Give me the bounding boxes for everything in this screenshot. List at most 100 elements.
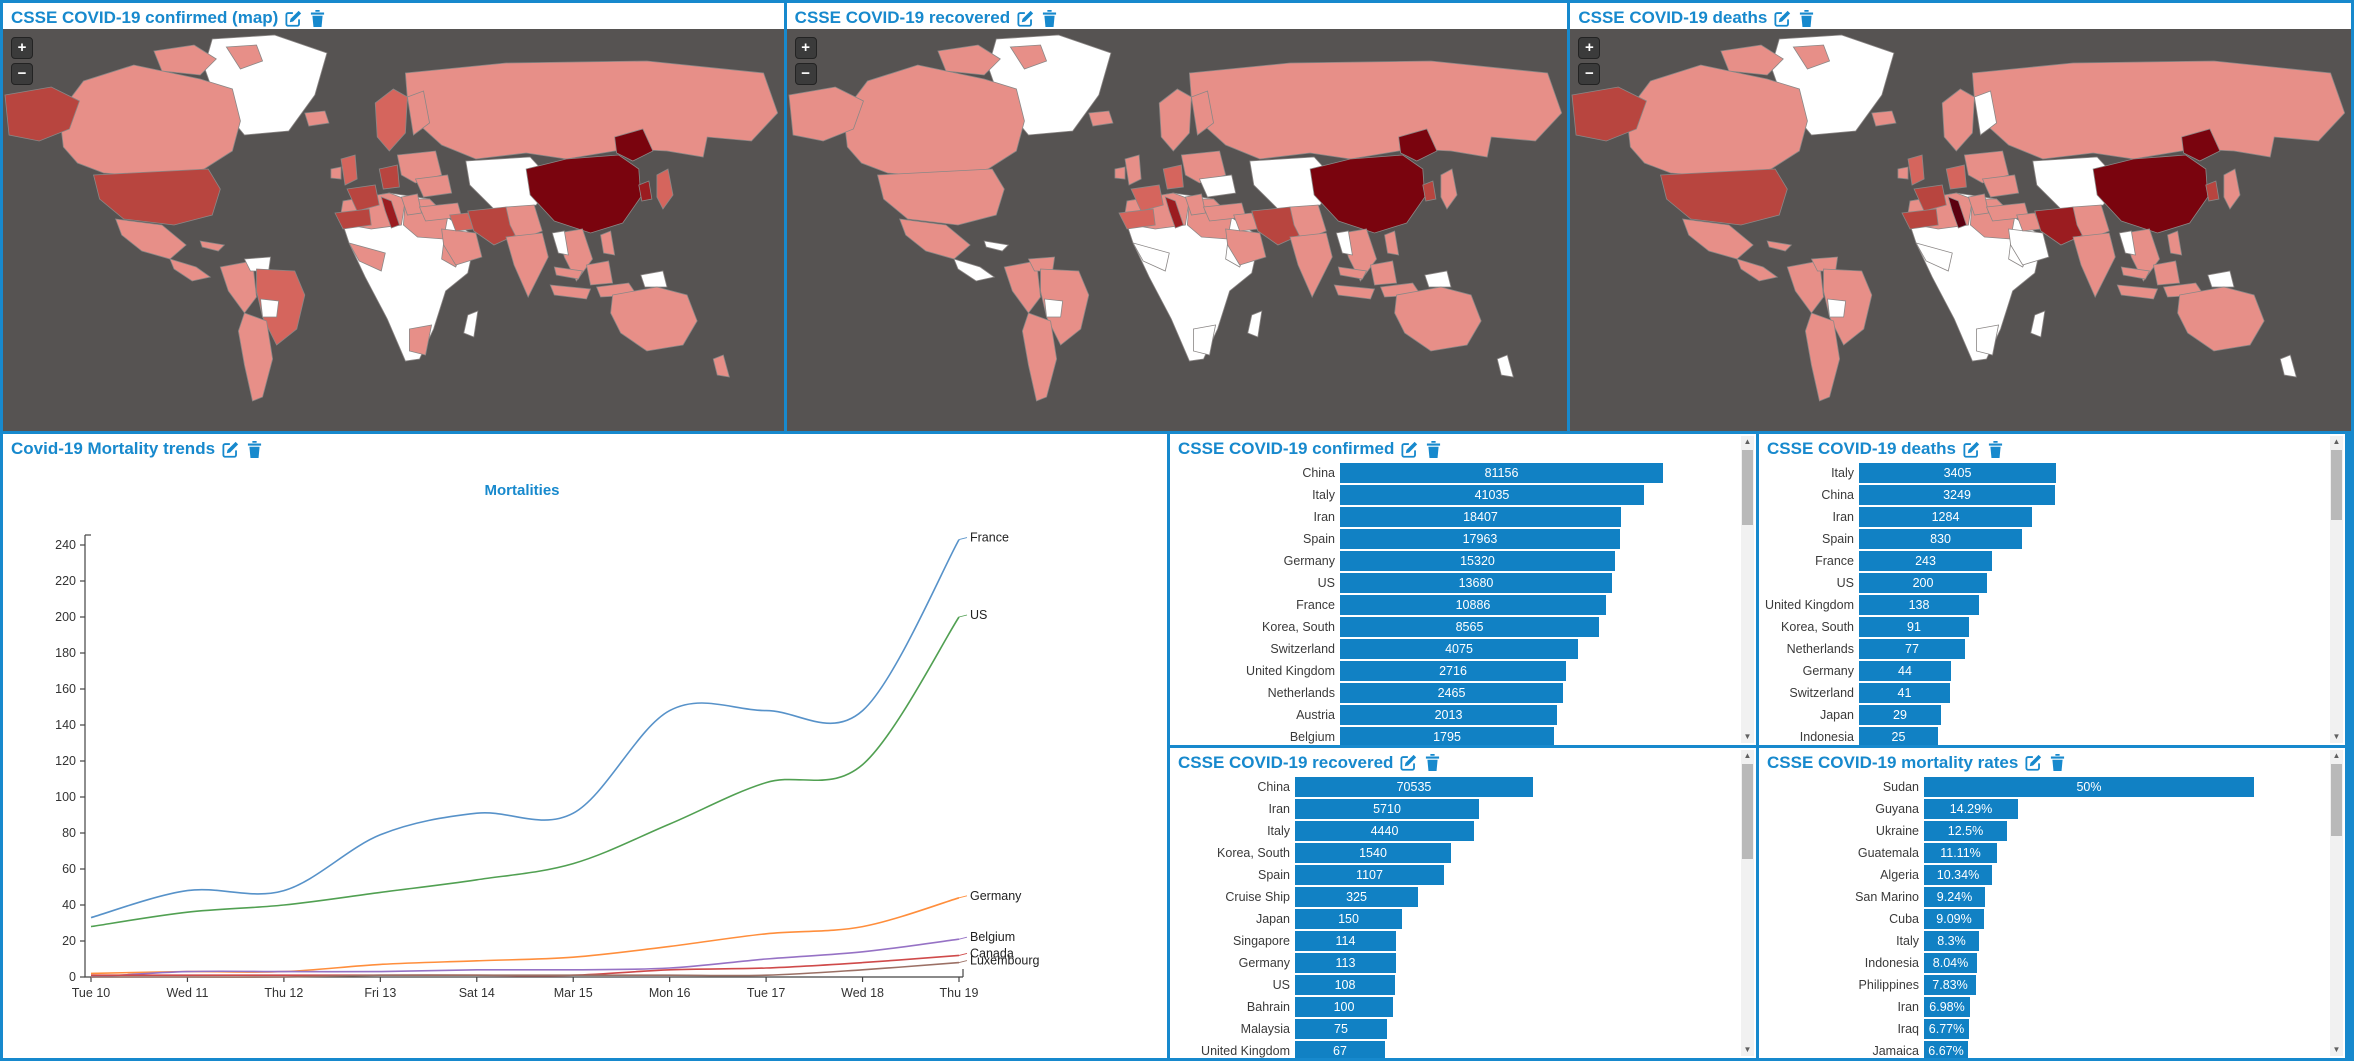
x-tick-label: Sat 14 [459,986,495,1000]
scroll-thumb[interactable] [1742,763,1753,859]
bar-row: Belgium 1795 [1170,727,1740,745]
scroll-down-icon[interactable]: ▼ [2332,731,2341,741]
country-france [1913,184,1948,212]
series-line-France [90,539,960,919]
country-china [1309,154,1425,234]
country-borneo [586,260,614,286]
x-tick-label: Mon 16 [649,986,691,1000]
world-map-recovered[interactable]: + − [786,29,1568,431]
country-sam_brazil [1823,268,1873,346]
delete-icon[interactable] [2049,754,2066,771]
bar-category-label: China [1257,779,1290,794]
bar-row: Sudan 50% [1759,776,2329,797]
country-sam_arg [1805,312,1841,402]
bar-row: China 70535 [1170,776,1740,797]
delete-icon[interactable] [1425,440,1442,458]
scrollbar[interactable]: ▲ ▼ [2330,436,2343,743]
edit-icon[interactable] [1400,754,1417,771]
country-indonesia1 [549,284,592,300]
country-italy [1164,196,1184,229]
series-line-US [90,616,960,928]
bar-row: Philippines 7.83% [1759,974,2329,995]
country-canada_islands [153,44,264,76]
bar: 6.77% [1924,1018,1969,1039]
bar-row: Switzerland 4075 [1170,639,1740,659]
bar-category-label: Japan [1819,708,1854,722]
edit-icon[interactable] [285,10,302,27]
edit-icon[interactable] [1017,10,1034,27]
edit-icon[interactable] [1963,441,1980,458]
bar-category-label: Spain [1822,532,1854,546]
delete-icon[interactable] [1987,440,2004,458]
country-us [876,168,1005,226]
scrollbar[interactable]: ▲ ▼ [1741,749,1754,1056]
bar: 70535 [1295,776,1533,797]
bar-row: United Kingdom 2716 [1170,661,1740,681]
panel-title: CSSE COVID-19 recovered [794,8,1011,27]
bar: 18407 [1340,507,1621,527]
bar-category-label: Iran [1832,510,1854,524]
scroll-down-icon[interactable]: ▼ [2332,1045,2341,1054]
edit-icon[interactable] [2025,754,2042,771]
country-nz [1496,354,1514,378]
bar-row: Italy 4440 [1170,820,1740,841]
country-cuba [199,240,226,252]
bar-row: Bahrain 100 [1170,996,1740,1017]
scroll-down-icon[interactable]: ▼ [1743,1045,1752,1054]
delete-icon[interactable] [1041,9,1058,27]
bar: 15320 [1340,551,1615,571]
delete-icon[interactable] [1424,754,1441,771]
bar: 1540 [1295,842,1451,863]
zoom-out-button[interactable]: − [794,63,817,85]
bar-category-label: Singapore [1233,933,1290,948]
scroll-thumb[interactable] [2331,763,2342,836]
bar-row: France 243 [1759,551,2329,571]
bar-row: Germany 44 [1759,661,2329,681]
edit-icon[interactable] [1401,441,1418,458]
zoom-in-button[interactable]: + [1578,37,1601,59]
bar: 2465 [1340,683,1563,703]
scroll-up-icon[interactable]: ▲ [2332,437,2341,446]
country-canada_islands [937,44,1047,76]
scroll-up-icon[interactable]: ▲ [2332,750,2341,760]
bar-row: Italy 8.3% [1759,930,2329,951]
delete-icon[interactable] [309,9,326,27]
country-us [93,168,221,226]
zoom-out-button[interactable]: − [11,63,33,85]
zoom-in-button[interactable]: + [794,37,817,59]
edit-icon[interactable] [1774,10,1791,27]
bar-category-label: Netherlands [1267,686,1335,700]
country-iceland [1871,110,1897,127]
panel-title: CSSE COVID-19 confirmed (map) [11,8,279,27]
scroll-up-icon[interactable]: ▲ [1743,750,1752,760]
scrollbar[interactable]: ▲ ▼ [1741,436,1754,743]
edit-icon[interactable] [222,441,239,458]
bar-row: Iran 6.98% [1759,996,2329,1017]
bar-category-label: Indonesia [1799,730,1854,744]
bar: 41 [1859,683,1950,703]
country-germany [1162,164,1184,190]
delete-icon[interactable] [246,440,263,458]
world-map-confirmed[interactable]: + − [3,29,784,431]
chart-title: Mortalities [484,482,559,499]
scroll-up-icon[interactable]: ▲ [1743,437,1752,446]
zoom-out-button[interactable]: − [1578,63,1601,85]
country-alaska [1571,86,1648,142]
country-india [505,232,549,298]
scrollbar[interactable]: ▲ ▼ [2330,749,2343,1056]
country-camerica [169,258,212,282]
country-madagascar [1246,310,1263,338]
bar-row: France 10886 [1170,595,1740,615]
scroll-thumb[interactable] [1742,450,1753,525]
y-tick-label: 80 [62,826,76,840]
bar-category-label: Iran [1268,801,1290,816]
y-tick-label: 0 [69,970,76,984]
scroll-down-icon[interactable]: ▼ [1743,731,1752,741]
scroll-thumb[interactable] [2331,450,2342,520]
panel-map-deaths: CSSE COVID-19 deaths + − [1570,3,2352,431]
zoom-in-button[interactable]: + [11,37,33,59]
delete-icon[interactable] [1798,9,1815,27]
world-map-deaths[interactable]: + − [1570,29,2352,431]
bar-row: United Kingdom 67 [1170,1040,1740,1058]
y-tick-label: 200 [55,610,76,624]
